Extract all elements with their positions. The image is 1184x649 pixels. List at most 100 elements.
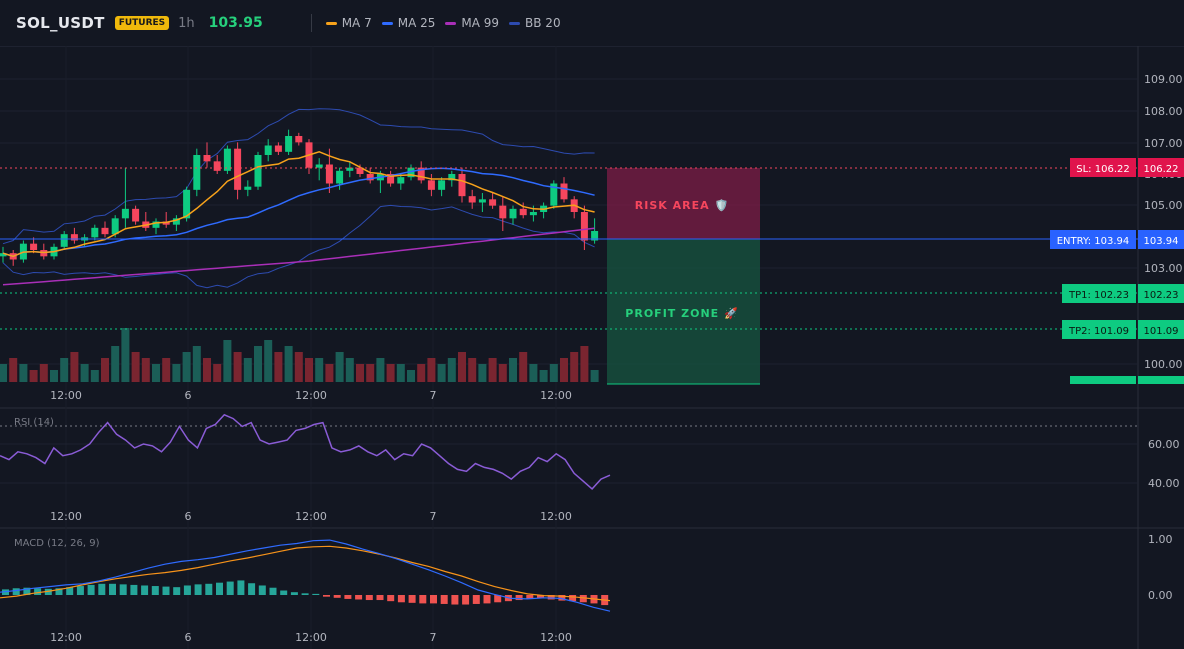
macd-histogram-bar	[472, 595, 480, 604]
candle-body	[336, 170, 344, 184]
volume-bar	[152, 364, 160, 382]
legend-ma7[interactable]: MA 7	[325, 16, 372, 30]
volume-bar	[131, 352, 140, 382]
risk-area-label: RISK AREA 🛡️	[635, 199, 729, 212]
header-divider	[310, 14, 312, 32]
candle-body	[448, 174, 456, 181]
candle-body	[111, 218, 119, 235]
macd-histogram-bar	[173, 587, 181, 595]
moving-averages	[2, 151, 595, 286]
candle-body	[234, 148, 242, 190]
legend-label: BB 20	[525, 16, 561, 30]
entry-tag: ENTRY: 103.94	[1057, 236, 1130, 247]
time-tick: 12:00	[540, 631, 572, 644]
legend-label: MA 7	[341, 16, 372, 30]
macd-histogram-bar	[537, 595, 544, 599]
volume-bar	[172, 364, 181, 382]
macd-histogram-bar	[344, 595, 352, 599]
rsi-tick: 60.00	[1148, 438, 1180, 451]
macd-histogram-bar	[333, 595, 341, 598]
tp1-tag: TP1: 102.23	[1068, 290, 1129, 301]
time-tick: 7	[430, 389, 437, 402]
candle-body	[172, 218, 180, 225]
volume-bar	[264, 340, 273, 382]
volume-bar	[325, 364, 334, 382]
sl-axis-box	[1138, 158, 1184, 177]
legend-ma99[interactable]: MA 99	[445, 16, 499, 30]
volume-bar	[9, 358, 18, 382]
time-axis-macd: 12:00 6 12:00 7 12:00	[50, 631, 572, 644]
candle-body	[285, 136, 293, 152]
price-axis: 109.00 108.00 107.00 105.00 104.00 103.0…	[1144, 73, 1183, 371]
candle-body	[193, 155, 201, 190]
macd-histogram-bar	[87, 584, 95, 595]
time-tick: 12:00	[540, 510, 572, 523]
candle-body	[213, 161, 221, 171]
volume-bar	[366, 364, 375, 382]
candle-body	[438, 180, 446, 190]
symbol-title[interactable]: SOL_USDT	[16, 14, 105, 32]
macd-histogram-bar	[141, 585, 149, 595]
last-price: 103.95	[208, 15, 263, 31]
macd-histogram-bar	[494, 595, 502, 603]
macd-histogram-bar	[258, 585, 266, 595]
price-tick: 109.00	[1144, 73, 1183, 86]
volume-bar	[90, 370, 99, 382]
volume-bar	[335, 352, 344, 382]
candle-body	[30, 243, 38, 250]
time-tick: 6	[185, 389, 192, 402]
macd-histogram-bar	[226, 581, 234, 595]
volume-bar	[29, 370, 38, 382]
volume-bar	[213, 364, 222, 382]
rsi-pane-label: RSI (14)	[14, 417, 54, 428]
macd-histogram-bar	[130, 584, 138, 595]
volume-bar	[274, 352, 283, 382]
legend-ma25[interactable]: MA 25	[381, 16, 435, 30]
volume-bar	[60, 358, 69, 382]
volume-bar	[203, 358, 211, 382]
macd-histogram-bar	[430, 595, 437, 604]
candle-body	[499, 205, 507, 219]
legend-bb20[interactable]: BB 20	[509, 16, 561, 30]
price-tick: 108.00	[1144, 105, 1183, 118]
volume-bar	[294, 352, 303, 382]
macd-histogram-bar	[301, 593, 309, 595]
volume-bar	[70, 352, 79, 382]
macd-histogram-bar	[34, 588, 42, 595]
candle-body	[254, 155, 262, 187]
candle-body	[356, 167, 364, 174]
volume-bar	[468, 358, 477, 382]
volume-bar	[182, 352, 191, 382]
macd-histogram-bar	[355, 595, 363, 600]
ma99-line	[2, 227, 595, 286]
ma7-swatch	[325, 21, 337, 25]
macd-histogram-bar	[462, 595, 470, 605]
volume-bar	[396, 364, 405, 382]
legend-label: MA 99	[461, 16, 500, 30]
candle-body	[529, 212, 537, 216]
volume-bar	[345, 358, 354, 382]
price-tick: 100.00	[1144, 358, 1183, 371]
macd-histogram-bar	[365, 595, 373, 601]
volume-bar	[498, 364, 507, 382]
timeframe-selector[interactable]: 1h	[178, 15, 195, 31]
price-tick: 105.00	[1144, 199, 1183, 212]
price-tick: 107.00	[1144, 137, 1183, 150]
time-tick: 6	[185, 510, 192, 523]
macd-line	[0, 539, 611, 612]
tp2-axis-box	[1138, 320, 1184, 339]
candle-body	[183, 189, 191, 219]
candle-body	[417, 167, 425, 181]
grid-lines	[0, 46, 1138, 649]
macd-histogram-bar	[579, 595, 587, 603]
volume-bar	[570, 352, 579, 382]
candle-body	[325, 164, 333, 184]
candle-body	[295, 136, 303, 143]
volume-bar	[478, 364, 487, 382]
macd-histogram-bar	[376, 595, 384, 601]
macd-pane-label: MACD (12, 26, 9)	[14, 538, 100, 549]
volume-bars	[0, 328, 599, 382]
volume-bar	[19, 364, 28, 382]
candle-body	[397, 177, 405, 184]
